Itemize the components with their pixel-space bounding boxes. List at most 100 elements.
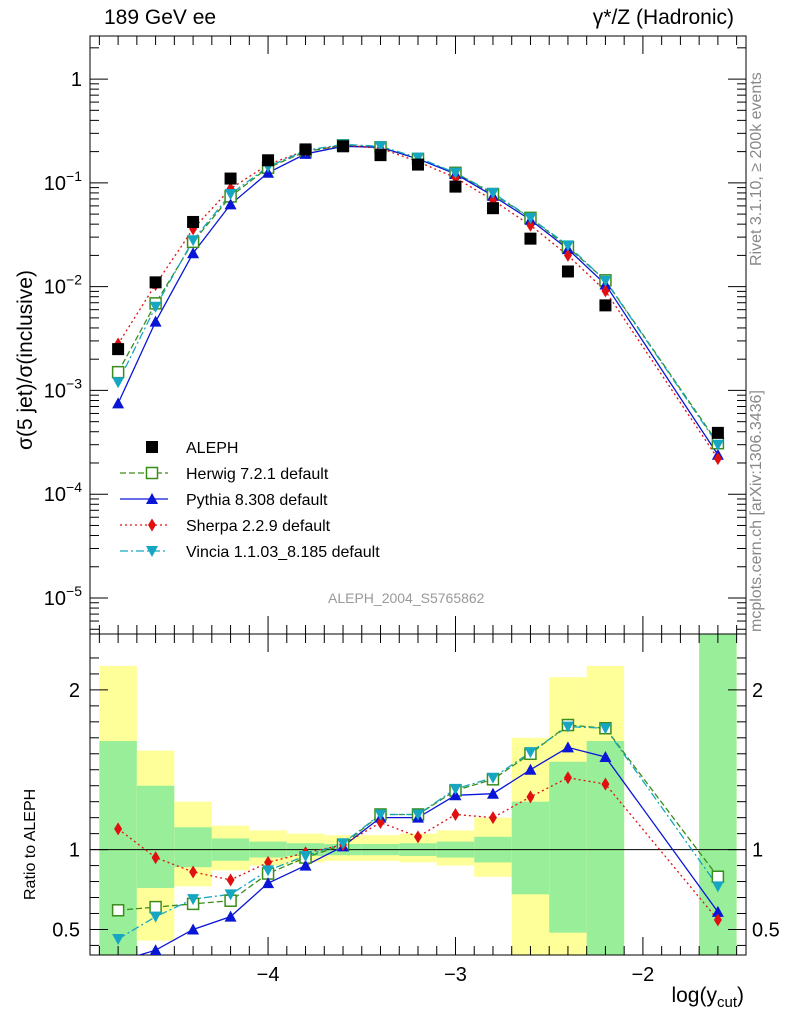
ratio-panel: −4 −3 −2 0.5 0.5 1 1 2 2 — [52, 633, 780, 986]
ratio-series-group — [111, 718, 725, 966]
main-point-vincia — [561, 240, 574, 252]
main-point-vincia — [187, 235, 200, 247]
ratio-frame — [89, 633, 747, 956]
xtick-label: −4 — [257, 964, 280, 986]
main-point-data — [374, 149, 387, 162]
ratio-point-sherpa — [488, 811, 497, 825]
main-point-vincia — [449, 167, 462, 179]
band-inner-12 — [549, 761, 587, 933]
legend-marker-sherpa — [148, 518, 156, 532]
ratio-point-vincia — [412, 809, 424, 821]
main-ytick-label: 10−2 — [44, 272, 82, 299]
ratio-point-vincia — [299, 850, 312, 862]
main-point-data — [187, 215, 200, 228]
xtick-label: −3 — [444, 964, 467, 986]
ratio-point-sherpa — [713, 913, 722, 927]
legend-label-sherpa: Sherpa 2.2.9 default — [186, 518, 331, 535]
main-point-data — [337, 140, 350, 153]
ratio-line-sherpa — [117, 777, 719, 921]
band-inner-0 — [99, 741, 137, 955]
ratio-point-sherpa — [376, 815, 385, 829]
ratio-point-vincia — [262, 865, 275, 877]
band-inner-14 — [699, 634, 737, 955]
main-point-data — [412, 158, 424, 171]
rivet-version-label: Rivet 3.1.10, ≥ 200k events — [748, 72, 765, 266]
main-point-vincia — [711, 439, 724, 451]
main-point-vincia — [524, 212, 537, 224]
legend-label-pythia: Pythia 8.308 default — [186, 492, 328, 509]
ratio-point-herwig — [149, 900, 162, 914]
main-ytick-label: 1 — [71, 69, 82, 91]
ratio-point-vincia — [711, 881, 724, 893]
ratio-point-pythia — [112, 955, 124, 966]
ratio-point-herwig — [111, 904, 125, 917]
main-point-sherpa — [601, 284, 610, 298]
mcplots-label: mcplots.cern.ch [arXiv:1306.3436] — [748, 390, 765, 632]
header-left: 189 GeV ee — [104, 6, 217, 29]
series-layer — [111, 138, 725, 966]
ratio-point-sherpa — [189, 865, 198, 879]
ratio-point-pythia — [224, 910, 237, 922]
ratio-point-vincia — [524, 747, 537, 759]
main-ytick-label: 10−4 — [44, 479, 82, 506]
ratio-ytick-label-right: 2 — [752, 680, 763, 702]
main-ytick-label: 10−1 — [44, 168, 82, 195]
ratio-point-pythia — [149, 944, 162, 955]
ratio-point-sherpa — [226, 873, 235, 887]
main-line-pythia — [117, 145, 719, 456]
main-point-vincia — [224, 189, 237, 201]
main-y-axis-label: σ(5 jet)/σ(inclusive) — [14, 270, 37, 450]
ratio-point-sherpa — [601, 777, 610, 791]
ratio-ytick-label: 0.5 — [52, 919, 80, 941]
ratio-point-pythia — [486, 787, 499, 799]
ratio-point-vincia — [224, 889, 237, 901]
main-point-data — [262, 154, 275, 167]
legend-label-vincia: Vincia 1.1.03_8.185 default — [186, 544, 380, 561]
band-inner-2 — [174, 827, 212, 868]
band-inner-1 — [136, 785, 175, 888]
main-point-sherpa — [526, 218, 535, 232]
main-point-vincia — [599, 275, 612, 287]
main-line-sherpa — [117, 144, 719, 460]
legend-marker-pythia — [146, 493, 158, 504]
ratio-point-vincia — [374, 809, 387, 821]
main-line-vincia — [117, 143, 719, 446]
main-point-pythia — [112, 397, 125, 409]
band-inner-11 — [511, 801, 550, 895]
ratio-point-pythia — [711, 905, 724, 917]
main-line-herwig — [117, 144, 719, 444]
ratio-point-vincia — [187, 894, 200, 906]
legend-marker-vincia — [146, 546, 158, 557]
ratio-point-vincia — [112, 934, 125, 946]
ratio-point-sherpa — [563, 771, 572, 785]
ratio-point-vincia — [449, 783, 462, 795]
legend: ALEPH Herwig 7.2.1 default Pythia 8.308 de… — [120, 440, 380, 561]
ratio-ytick-label-right: 1 — [752, 840, 763, 862]
main-point-data — [149, 276, 162, 289]
main-point-pythia — [149, 315, 162, 327]
ratio-point-vincia — [149, 911, 162, 923]
main-point-herwig — [111, 365, 125, 379]
ratio-ytick-label: 1 — [69, 840, 80, 862]
main-point-pythia — [187, 247, 200, 259]
main-point-vincia — [149, 301, 162, 313]
main-point-data — [299, 143, 312, 156]
x-axis-label: log(ycut) — [671, 984, 744, 1012]
ratio-point-sherpa — [451, 807, 460, 821]
ratio-point-sherpa — [114, 822, 123, 836]
main-point-sherpa — [563, 248, 572, 262]
ratio-ytick-label: 2 — [69, 680, 80, 702]
ratio-point-vincia — [337, 838, 350, 850]
main-point-data — [599, 299, 612, 312]
ratio-point-vincia — [599, 723, 612, 735]
main-panel: 10−5 10−4 10−3 10−2 10−1 1 — [44, 35, 747, 955]
legend-label-herwig: Herwig 7.2.1 default — [186, 466, 329, 483]
xtick-label: −2 — [632, 964, 655, 986]
ratio-point-pythia — [599, 750, 612, 762]
ratio-y-axis-label: Ratio to ALEPH — [22, 788, 39, 900]
main-point-vincia — [112, 377, 125, 389]
main-point-data — [711, 426, 724, 439]
main-point-data — [561, 265, 574, 278]
header-right: γ*/Z (Hadronic) — [592, 6, 734, 29]
ratio-point-pythia — [524, 763, 537, 775]
